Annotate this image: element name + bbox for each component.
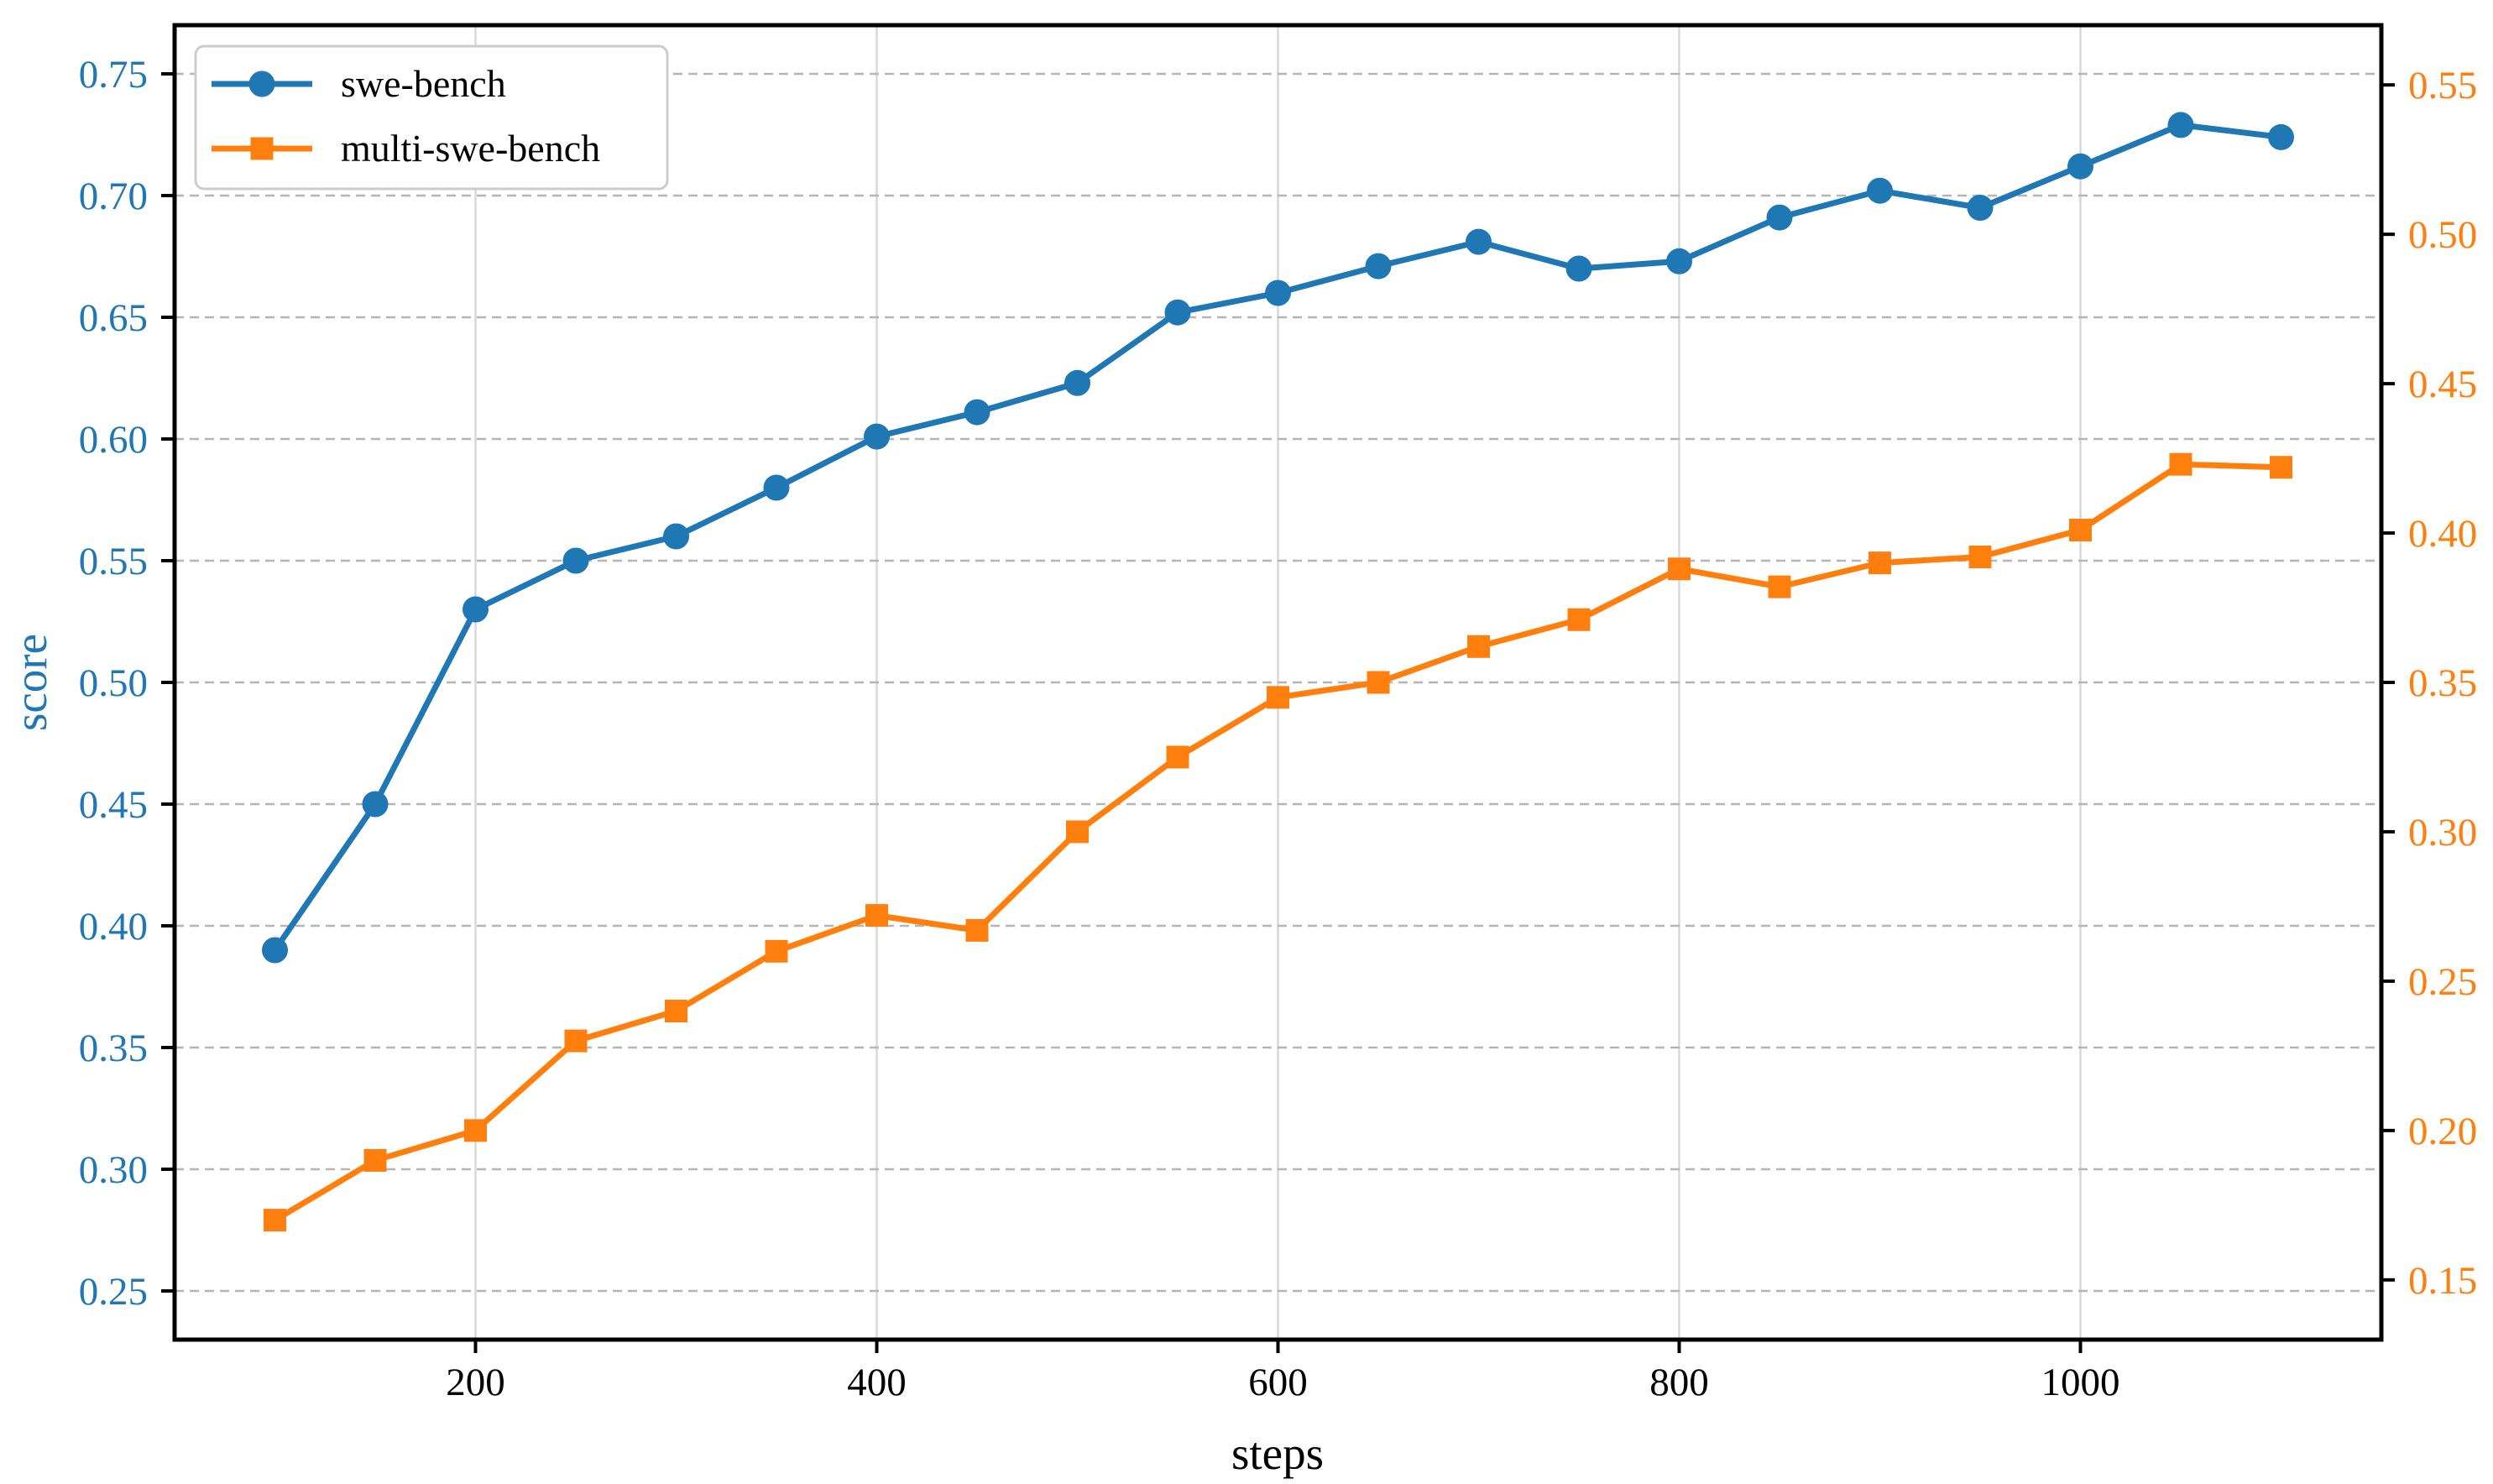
x-tick-label: 600 bbox=[1248, 1361, 1308, 1404]
y-left-tick-label: 0.35 bbox=[79, 1027, 148, 1070]
y-left-tick-label: 0.50 bbox=[79, 661, 148, 705]
series-swe-bench bbox=[262, 112, 2294, 964]
data-point-square bbox=[1668, 557, 1691, 581]
data-point-circle bbox=[262, 937, 288, 964]
data-point-circle bbox=[1565, 255, 1592, 282]
y-left-tick-label: 0.70 bbox=[79, 175, 148, 218]
data-point-circle bbox=[1365, 253, 1392, 280]
data-point-circle bbox=[1164, 299, 1191, 326]
data-point-square bbox=[363, 1148, 387, 1172]
y-axis-title-left: score bbox=[5, 634, 56, 731]
y-right-tick-label: 0.35 bbox=[2408, 661, 2477, 705]
y-left-tick-label: 0.75 bbox=[79, 53, 148, 97]
data-point-circle bbox=[1766, 204, 1793, 231]
data-point-circle bbox=[964, 399, 990, 426]
x-tick-label: 200 bbox=[446, 1361, 505, 1404]
data-point-circle bbox=[2167, 112, 2194, 138]
data-point-square bbox=[1267, 686, 1289, 709]
data-point-circle bbox=[1466, 228, 1492, 255]
series-multi-swe-bench bbox=[264, 452, 2292, 1232]
y-right-tick-label: 0.25 bbox=[2408, 960, 2477, 1004]
data-point-circle bbox=[2067, 153, 2093, 180]
data-point-circle bbox=[1867, 177, 1893, 204]
data-point-square bbox=[2169, 452, 2192, 476]
data-point-square bbox=[1868, 551, 1891, 575]
axes bbox=[161, 23, 2395, 1353]
y-right-tick-label: 0.50 bbox=[2408, 213, 2477, 257]
legend-box bbox=[194, 44, 669, 191]
data-point-square bbox=[965, 918, 989, 942]
data-point-square bbox=[1567, 608, 1591, 631]
data-point-square bbox=[1066, 820, 1089, 844]
legend-label: swe-bench bbox=[341, 62, 506, 105]
data-point-circle bbox=[562, 547, 589, 574]
x-axis-title: steps bbox=[1231, 1428, 1324, 1479]
data-point-circle bbox=[2268, 123, 2294, 150]
y-left-tick-label: 0.65 bbox=[79, 296, 148, 340]
y-left-tick-label: 0.30 bbox=[79, 1148, 148, 1192]
legend-circle-marker bbox=[248, 71, 275, 97]
data-point-square bbox=[665, 1000, 687, 1022]
data-point-circle bbox=[763, 474, 790, 501]
y-left-tick-label: 0.60 bbox=[79, 418, 148, 462]
data-point-square bbox=[464, 1119, 487, 1142]
data-point-square bbox=[1968, 546, 1992, 569]
tick-labels: 0.25 0.30 0.35 0.40 0.45 0.50 0.55 0.60 0.65 0.70… bbox=[79, 53, 2478, 1404]
data-point-square bbox=[1367, 671, 1390, 694]
y-left-tick-label: 0.40 bbox=[79, 905, 148, 948]
data-point-circle bbox=[1967, 195, 1994, 221]
data-point-square bbox=[765, 939, 788, 963]
data-point-square bbox=[865, 904, 888, 928]
data-point-square bbox=[2069, 518, 2092, 541]
data-point-circle bbox=[463, 596, 489, 623]
x-tick-label: 1000 bbox=[2041, 1361, 2120, 1404]
x-tick-label: 800 bbox=[1649, 1361, 1709, 1404]
legend-square-marker bbox=[250, 137, 274, 160]
data-point-circle bbox=[864, 423, 890, 450]
y-right-tick-label: 0.45 bbox=[2408, 363, 2477, 406]
y-left-tick-label: 0.55 bbox=[79, 540, 148, 583]
data-point-circle bbox=[663, 523, 689, 550]
data-series bbox=[262, 112, 2294, 1232]
y-right-tick-label: 0.55 bbox=[2408, 64, 2477, 107]
data-point-square bbox=[2270, 456, 2292, 479]
data-point-square bbox=[1166, 745, 1189, 769]
y-right-tick-label: 0.15 bbox=[2408, 1259, 2477, 1303]
x-tick-label: 400 bbox=[847, 1361, 907, 1404]
data-point-circle bbox=[1064, 369, 1090, 396]
y-right-tick-label: 0.40 bbox=[2408, 512, 2477, 556]
y-left-tick-label: 0.25 bbox=[79, 1270, 148, 1314]
legend-label: multi-swe-bench bbox=[341, 127, 600, 170]
data-point-square bbox=[1467, 635, 1490, 658]
y-right-tick-label: 0.20 bbox=[2408, 1110, 2477, 1153]
data-point-square bbox=[264, 1209, 286, 1232]
y-left-tick-label: 0.45 bbox=[79, 783, 148, 827]
data-point-square bbox=[564, 1029, 588, 1053]
data-point-square bbox=[1768, 575, 1791, 598]
y-right-tick-label: 0.30 bbox=[2408, 811, 2477, 854]
data-point-circle bbox=[1666, 248, 1692, 274]
data-point-circle bbox=[362, 791, 389, 818]
data-point-circle bbox=[1265, 280, 1291, 306]
legend: swe-bench multi-swe-bench bbox=[194, 44, 669, 191]
